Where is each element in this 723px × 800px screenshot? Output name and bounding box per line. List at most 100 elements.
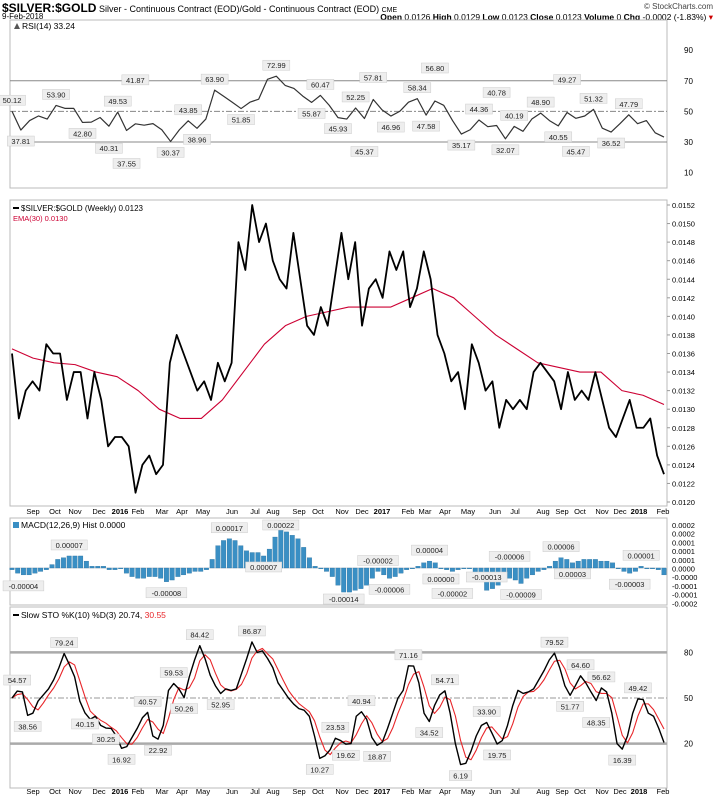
x-tick-label: Nov bbox=[335, 787, 349, 796]
x-tick-label: Jul bbox=[510, 507, 520, 516]
open-label: Open bbox=[380, 12, 403, 22]
high-label: High bbox=[432, 12, 452, 22]
price-tick-label: 0.0152 bbox=[672, 201, 695, 210]
rsi-data-label-box bbox=[306, 79, 335, 90]
macd-hist-bar bbox=[289, 535, 295, 569]
rsi-data-label-box bbox=[95, 142, 123, 154]
macd-hist-bar bbox=[72, 555, 78, 569]
x-tick-label: Dec bbox=[613, 507, 627, 516]
macd-hist-bar bbox=[358, 567, 364, 589]
macd-hist-bar bbox=[592, 559, 598, 569]
x-tick-label: May bbox=[196, 787, 210, 796]
macd-hist-bar bbox=[61, 557, 66, 569]
sto-data-label: 40.94 bbox=[352, 697, 371, 706]
macd-data-label: 0.00001 bbox=[628, 551, 655, 560]
rsi-data-label: 49.27 bbox=[558, 76, 577, 85]
macd-hist-bar bbox=[512, 567, 518, 581]
rsi-data-label: 72.99 bbox=[267, 61, 286, 70]
sto-data-label-box bbox=[431, 674, 459, 686]
sto-data-label: 49.42 bbox=[629, 684, 648, 693]
x-tick-label: Aug bbox=[536, 787, 549, 796]
low-label: Low bbox=[482, 12, 500, 22]
rsi-data-label: 63.90 bbox=[205, 75, 224, 84]
rsi-data-label: 44.36 bbox=[470, 105, 489, 114]
rsi-data-label: 60.47 bbox=[311, 80, 330, 89]
rsi-data-label: 51.32 bbox=[584, 94, 603, 103]
x-tick-label: Aug bbox=[266, 787, 279, 796]
rsi-data-label: 41.87 bbox=[126, 76, 145, 85]
macd-data-label-box bbox=[245, 561, 282, 573]
macd-data-label: -0.00006 bbox=[495, 552, 525, 561]
rsi-data-label-box bbox=[103, 95, 132, 107]
macd-hist-bar bbox=[152, 567, 158, 577]
sto-data-label-box bbox=[186, 629, 214, 640]
macd-hist-bar bbox=[398, 567, 404, 574]
macd-hist-bar bbox=[198, 567, 204, 572]
macd-data-label-box bbox=[210, 522, 248, 534]
rsi-data-label: 36.52 bbox=[602, 139, 621, 148]
x-tick-label: Feb bbox=[132, 787, 145, 796]
x-tick-label: Sep bbox=[26, 507, 39, 516]
rsi-data-label: 40.19 bbox=[505, 111, 524, 120]
macd-data-label-box bbox=[622, 550, 660, 561]
rsi-data-label: 52.25 bbox=[346, 93, 365, 102]
macd-hist-bar bbox=[432, 562, 438, 569]
macd-hist-bar bbox=[604, 560, 610, 569]
macd-data-label: 0.00007 bbox=[56, 541, 83, 550]
chg-label: Chg bbox=[623, 12, 641, 22]
x-tick-label: Dec bbox=[92, 507, 106, 516]
rsi-data-label-box bbox=[7, 135, 35, 147]
macd-hist-bar bbox=[547, 566, 553, 569]
macd-data-label: 0.00007 bbox=[250, 563, 277, 572]
price-panel bbox=[9, 199, 668, 507]
macd-hist-bar bbox=[444, 567, 450, 570]
sto-data-label-box bbox=[133, 696, 162, 707]
x-tick-label: Sep bbox=[555, 507, 568, 516]
sto-data-label: 86.87 bbox=[243, 627, 262, 636]
sto-data-label: 48.35 bbox=[587, 719, 606, 728]
triangle-down-icon: ▾ bbox=[708, 12, 713, 22]
x-tick-label: Jul bbox=[510, 787, 520, 796]
sto-d-line bbox=[11, 647, 665, 761]
macd-hist-bar bbox=[21, 567, 26, 576]
x-tick-label: Dec bbox=[355, 787, 369, 796]
macd-hist-bar bbox=[312, 566, 318, 569]
macd-hist-bar bbox=[204, 567, 209, 570]
sto-data-label: 22.92 bbox=[149, 746, 168, 755]
rsi-data-label-box bbox=[68, 128, 97, 139]
rsi-data-label-box bbox=[615, 98, 643, 110]
rsi-data-label: 38.96 bbox=[188, 135, 207, 144]
sto-data-label: 18.87 bbox=[368, 752, 387, 761]
x-tick-label: Mar bbox=[419, 507, 432, 516]
macd-hist-bar bbox=[621, 567, 627, 572]
macd-data-label: -0.00008 bbox=[152, 589, 182, 598]
x-tick-label: Oct bbox=[312, 507, 325, 516]
sto-data-label-box bbox=[159, 667, 188, 678]
x-tick-label: Sep bbox=[292, 507, 305, 516]
x-tick-label: 2018 bbox=[631, 507, 648, 516]
sto-data-label: 54.57 bbox=[8, 676, 27, 685]
macd-tick-label: -0.0000 bbox=[672, 573, 697, 582]
description: Silver - Continuous Contract (EOD)/Gold … bbox=[98, 4, 380, 14]
x-tick-label: Feb bbox=[657, 787, 670, 796]
x-tick-label: Sep bbox=[292, 787, 305, 796]
macd-hist-bar bbox=[306, 557, 312, 569]
rsi-tick-label: 50 bbox=[684, 107, 693, 116]
x-tick-label: 2016 bbox=[112, 507, 129, 516]
macd-hist-bar bbox=[352, 567, 358, 591]
rsi-data-label-box bbox=[377, 121, 405, 133]
x-tick-label: Jul bbox=[250, 787, 260, 796]
rsi-data-label-box bbox=[121, 74, 150, 86]
sto-data-label: 52.95 bbox=[211, 701, 230, 710]
rsi-data-label-box bbox=[544, 131, 573, 143]
macd-data-label-box bbox=[609, 578, 651, 590]
sto-data-label: 10.27 bbox=[310, 765, 329, 774]
rsi-data-label: 55.87 bbox=[302, 109, 321, 118]
sto-data-label-box bbox=[394, 649, 423, 661]
macd-hist-bar bbox=[101, 566, 106, 569]
rsi-data-label-box bbox=[156, 147, 185, 158]
ohlc-readout: Open 0.0126 High 0.0129 Low 0.0123 Close… bbox=[380, 12, 713, 23]
macd-hist-bar bbox=[38, 567, 44, 572]
brand: © StockCharts.com bbox=[643, 2, 713, 11]
